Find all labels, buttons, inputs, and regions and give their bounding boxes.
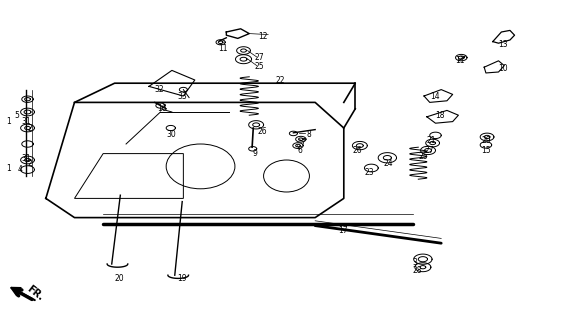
Text: 11: 11 — [456, 56, 465, 65]
Text: 8: 8 — [307, 130, 311, 139]
Text: 14: 14 — [430, 92, 439, 100]
Text: 24: 24 — [384, 159, 394, 168]
Text: 13: 13 — [499, 40, 508, 49]
Text: 31: 31 — [22, 154, 32, 163]
Text: 33: 33 — [178, 92, 187, 100]
Text: 5: 5 — [14, 111, 19, 120]
Text: 25: 25 — [418, 152, 428, 161]
Text: FR.: FR. — [25, 283, 46, 302]
Text: 3: 3 — [413, 258, 418, 267]
Text: 7: 7 — [301, 138, 306, 147]
Text: 30: 30 — [166, 130, 176, 139]
Text: 10: 10 — [499, 64, 508, 73]
Text: 22: 22 — [275, 76, 285, 84]
Text: 2: 2 — [28, 124, 32, 132]
Text: 1: 1 — [6, 164, 10, 172]
Text: 12: 12 — [258, 32, 268, 41]
Text: 1: 1 — [6, 117, 10, 126]
Text: 16: 16 — [158, 104, 167, 113]
Text: 29: 29 — [481, 136, 491, 145]
Text: 28: 28 — [413, 266, 422, 275]
Text: 4: 4 — [17, 165, 22, 174]
Text: 19: 19 — [178, 274, 187, 283]
Text: 6: 6 — [298, 146, 303, 155]
Text: 27: 27 — [255, 53, 265, 62]
Text: 26: 26 — [352, 146, 362, 155]
Text: 21: 21 — [427, 136, 437, 145]
Text: 20: 20 — [115, 274, 124, 283]
Text: 25: 25 — [255, 62, 265, 71]
Text: 17: 17 — [338, 226, 348, 235]
Text: 2: 2 — [28, 159, 32, 168]
Text: 27: 27 — [424, 146, 434, 155]
Text: 31: 31 — [22, 117, 32, 126]
Text: 26: 26 — [258, 127, 268, 136]
Text: 18: 18 — [435, 111, 445, 120]
Text: 15: 15 — [481, 146, 491, 155]
Text: 23: 23 — [364, 168, 374, 177]
Text: 11: 11 — [218, 44, 227, 52]
Text: 9: 9 — [252, 149, 257, 158]
Text: 32: 32 — [155, 85, 164, 94]
